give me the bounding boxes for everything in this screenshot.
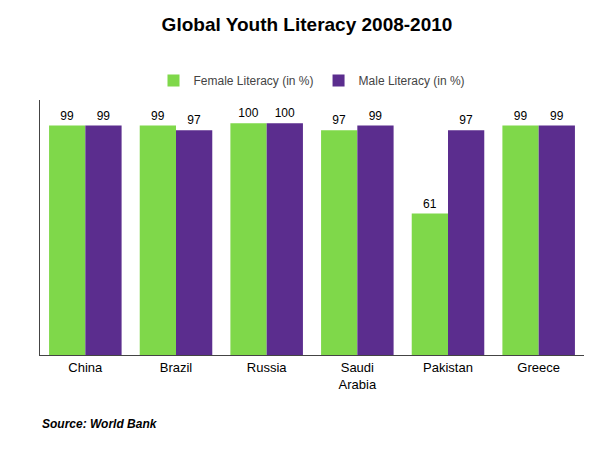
svg-text:100: 100 [275,106,295,120]
svg-text:Brazil: Brazil [160,360,193,375]
svg-text:SaudiArabia: SaudiArabia [339,360,377,392]
svg-text:99: 99 [97,109,111,123]
svg-text:99: 99 [550,109,564,123]
svg-text:Source: World Bank: Source: World Bank [42,417,158,431]
svg-text:99: 99 [514,109,528,123]
svg-text:99: 99 [60,109,74,123]
svg-text:Pakistan: Pakistan [423,360,473,375]
svg-text:Global Youth Literacy 2008-201: Global Youth Literacy 2008-2010 [162,14,453,35]
svg-text:99: 99 [369,109,383,123]
svg-text:99: 99 [151,109,165,123]
svg-text:Russia: Russia [247,360,288,375]
svg-text:Female Literacy (in %): Female Literacy (in %) [194,74,314,88]
svg-text:97: 97 [332,113,346,127]
svg-text:61: 61 [423,197,437,211]
svg-text:Greece: Greece [517,360,560,375]
svg-text:97: 97 [187,113,201,127]
svg-text:97: 97 [459,113,473,127]
svg-text:100: 100 [238,106,258,120]
svg-text:China: China [68,360,103,375]
svg-text:Male Literacy (in %): Male Literacy (in %) [359,74,465,88]
